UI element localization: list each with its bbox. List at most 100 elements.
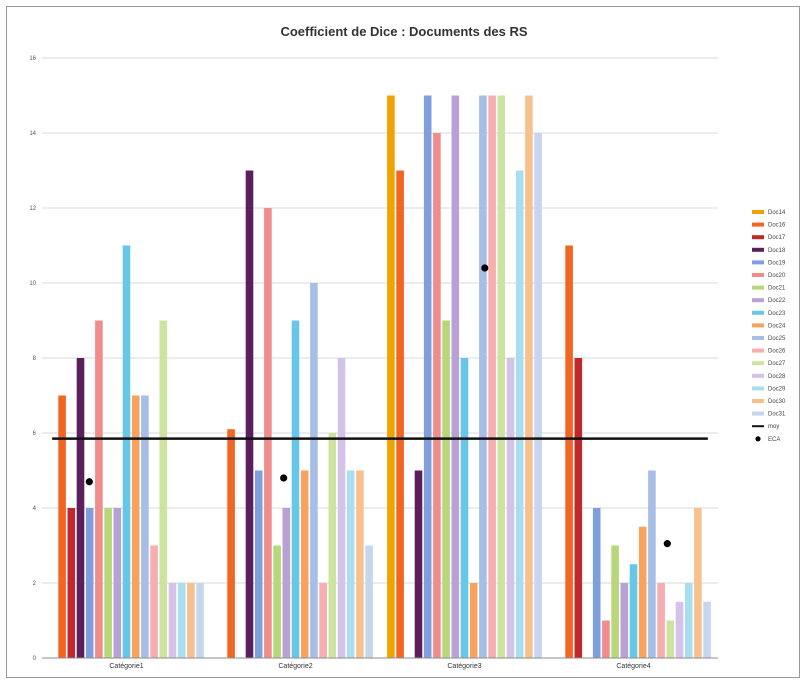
bar [525,95,533,658]
bar [67,508,76,658]
bar [703,601,711,658]
eca-marker [280,474,288,482]
bar [657,583,665,658]
legend-label: Doc23 [768,311,786,317]
bar [187,583,195,658]
legend-label: Doc21 [768,286,786,292]
bars [58,95,711,658]
bar [245,170,254,658]
bar [684,583,693,658]
x-axis-categories: Catégorie1 Catégorie2 Catégorie3 Catégorie4 [109,663,650,670]
bar [479,95,487,658]
bar [497,95,506,658]
bar [592,508,601,658]
bar [365,545,373,658]
y-tick-label: 16 [29,56,36,62]
bar [85,508,94,658]
legend-swatch [752,260,764,265]
legend-label: Doc26 [768,349,786,355]
bar [414,470,423,658]
bar [319,583,327,658]
legend-swatch [752,273,764,277]
bar [76,358,85,658]
bar [675,601,684,658]
eca-marker [481,264,489,272]
legend-swatch [752,210,764,214]
bar [168,583,177,658]
category-label: Catégorie1 [109,663,143,670]
y-tick-label: 10 [29,281,36,287]
legend-label: ECA [768,437,780,443]
bar [574,358,583,658]
y-tick-label: 0 [33,656,37,662]
bar [95,320,103,658]
bar [648,470,656,658]
bar [506,358,515,658]
bar [611,545,619,658]
bar [122,245,131,658]
y-tick-label: 8 [33,356,37,362]
bar [451,95,460,658]
legend-swatch [752,247,764,252]
legend-swatch [752,399,764,403]
bar [196,583,204,658]
legend-swatch [752,361,764,366]
bar [534,133,542,658]
bar [300,470,309,658]
legend-swatch [752,348,764,353]
bar [177,583,186,658]
legend-label: moy [768,424,779,430]
legend-swatch [752,336,764,340]
bar [159,320,168,658]
y-tick-label: 2 [33,581,37,587]
bar [488,95,496,658]
legend-swatch [752,323,764,328]
legend-label: Doc24 [768,323,786,329]
legend-swatch [752,411,764,416]
bar [460,358,469,658]
y-tick-label: 12 [29,206,36,212]
category-label: Catégorie2 [278,663,312,670]
bar [131,395,140,658]
eca-marker [85,478,93,486]
legend-label: Doc16 [768,223,786,229]
bar [328,433,337,658]
bar [638,526,647,658]
bar [104,508,112,658]
y-tick-label: 4 [33,506,37,512]
legend-swatch [752,373,764,378]
bar [396,170,404,658]
legend-swatch [755,436,761,442]
y-tick-label: 14 [29,131,36,137]
legend-swatch [752,298,764,303]
bar [694,508,702,658]
legend-swatch [752,235,764,240]
bar [337,358,346,658]
bar [629,564,638,658]
bar [515,170,524,658]
bar [469,583,478,658]
legend-label: Doc29 [768,386,786,392]
bar [264,208,272,658]
legend: Doc14 Doc16 Doc17 Doc18 Doc19 Doc20 Doc21 Doc22… [752,210,786,443]
legend-label: Doc31 [768,412,786,418]
bar [356,470,364,658]
bar [141,395,149,658]
bar [58,395,66,658]
legend-label: Doc22 [768,298,786,304]
chart-title: Coefficient de Dice : Documents des RS [280,24,528,39]
legend-swatch [752,310,764,315]
y-axis-ticks: 0 2 4 6 8 10 12 14 16 [29,56,36,662]
category-label: Catégorie4 [616,663,650,670]
bar [602,620,610,658]
bar [346,470,355,658]
legend-label: Doc25 [768,336,786,342]
bar [291,320,300,658]
bar [254,470,263,658]
bar [273,545,281,658]
bar [387,95,395,658]
bar [150,545,158,658]
bar [565,245,573,658]
legend-label: Doc17 [768,235,786,241]
